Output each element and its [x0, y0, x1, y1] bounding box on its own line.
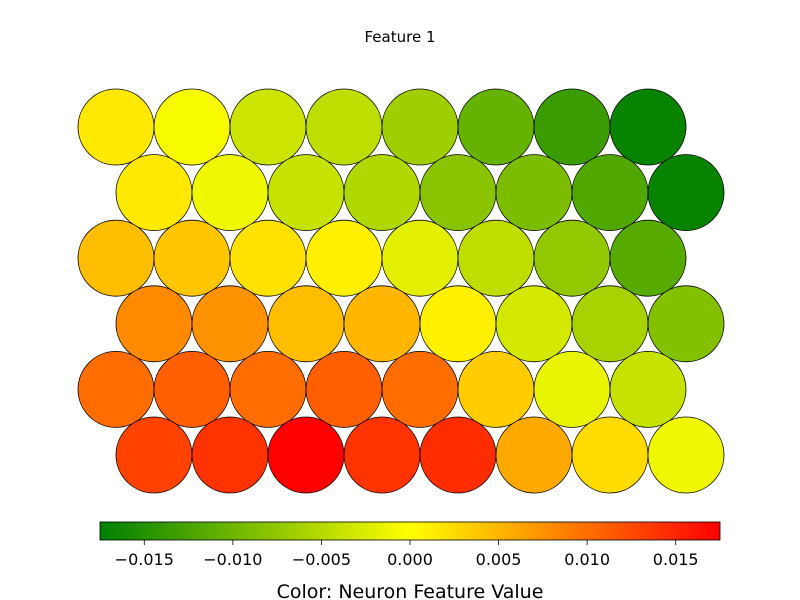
neuron-cell — [77, 88, 155, 166]
neuron-cell — [381, 88, 459, 166]
neuron-cell — [647, 154, 725, 232]
colorbar-tick-label: 0.010 — [564, 550, 610, 569]
neuron-cell — [305, 219, 383, 297]
neuron-cell — [115, 154, 193, 232]
neuron-cell — [305, 88, 383, 166]
neuron-cell — [533, 88, 611, 166]
colorbar — [99, 521, 721, 541]
neuron-cell — [457, 219, 535, 297]
neuron-cell — [533, 219, 611, 297]
neuron-cell — [153, 219, 231, 297]
neuron-cell — [229, 219, 307, 297]
neuron-cell — [419, 154, 497, 232]
neuron-cell — [571, 285, 649, 363]
neuron-cell — [381, 219, 459, 297]
neuron-cell — [77, 350, 155, 428]
neuron-cell — [495, 285, 573, 363]
neuron-cell — [571, 416, 649, 494]
colorbar-tick-label: −0.005 — [292, 550, 351, 569]
neuron-cell — [343, 416, 421, 494]
chart-title: Feature 1 — [365, 28, 436, 46]
colorbar-tick-label: −0.010 — [203, 550, 262, 569]
neuron-cell — [229, 88, 307, 166]
neuron-cell — [495, 416, 573, 494]
neuron-cell — [533, 350, 611, 428]
neuron-cell — [609, 350, 687, 428]
neuron-cell — [191, 416, 269, 494]
colorbar-tick-label: 0.000 — [387, 550, 433, 569]
neuron-cell — [419, 285, 497, 363]
colorbar-tick-label: −0.015 — [115, 550, 174, 569]
colorbar-tick-label: 0.005 — [476, 550, 522, 569]
neuron-cell — [647, 416, 725, 494]
neuron-cell — [647, 285, 725, 363]
neuron-cell — [267, 285, 345, 363]
neuron-cell — [153, 88, 231, 166]
neuron-cell — [305, 350, 383, 428]
neuron-cell — [343, 154, 421, 232]
neuron-cell — [571, 154, 649, 232]
neuron-cell — [609, 88, 687, 166]
colorbar-label: Color: Neuron Feature Value — [277, 581, 544, 600]
neuron-cell — [115, 285, 193, 363]
neuron-cell — [495, 154, 573, 232]
colorbar-tick-label: 0.015 — [653, 550, 699, 569]
neuron-cell — [343, 285, 421, 363]
neuron-grid — [77, 88, 725, 494]
colorbar-ticks: −0.015 −0.010 −0.005 0.000 0.005 0.010 0.015 — [115, 540, 699, 569]
neuron-cell — [191, 154, 269, 232]
neuron-cell — [457, 88, 535, 166]
neuron-cell — [115, 416, 193, 494]
neuron-cell — [457, 350, 535, 428]
neuron-cell — [229, 350, 307, 428]
neuron-cell — [419, 416, 497, 494]
neuron-cell — [153, 350, 231, 428]
neuron-cell — [381, 350, 459, 428]
neuron-cell — [267, 154, 345, 232]
neuron-cell — [267, 416, 345, 494]
neuron-cell — [77, 219, 155, 297]
neuron-cell — [609, 219, 687, 297]
neuron-cell — [191, 285, 269, 363]
